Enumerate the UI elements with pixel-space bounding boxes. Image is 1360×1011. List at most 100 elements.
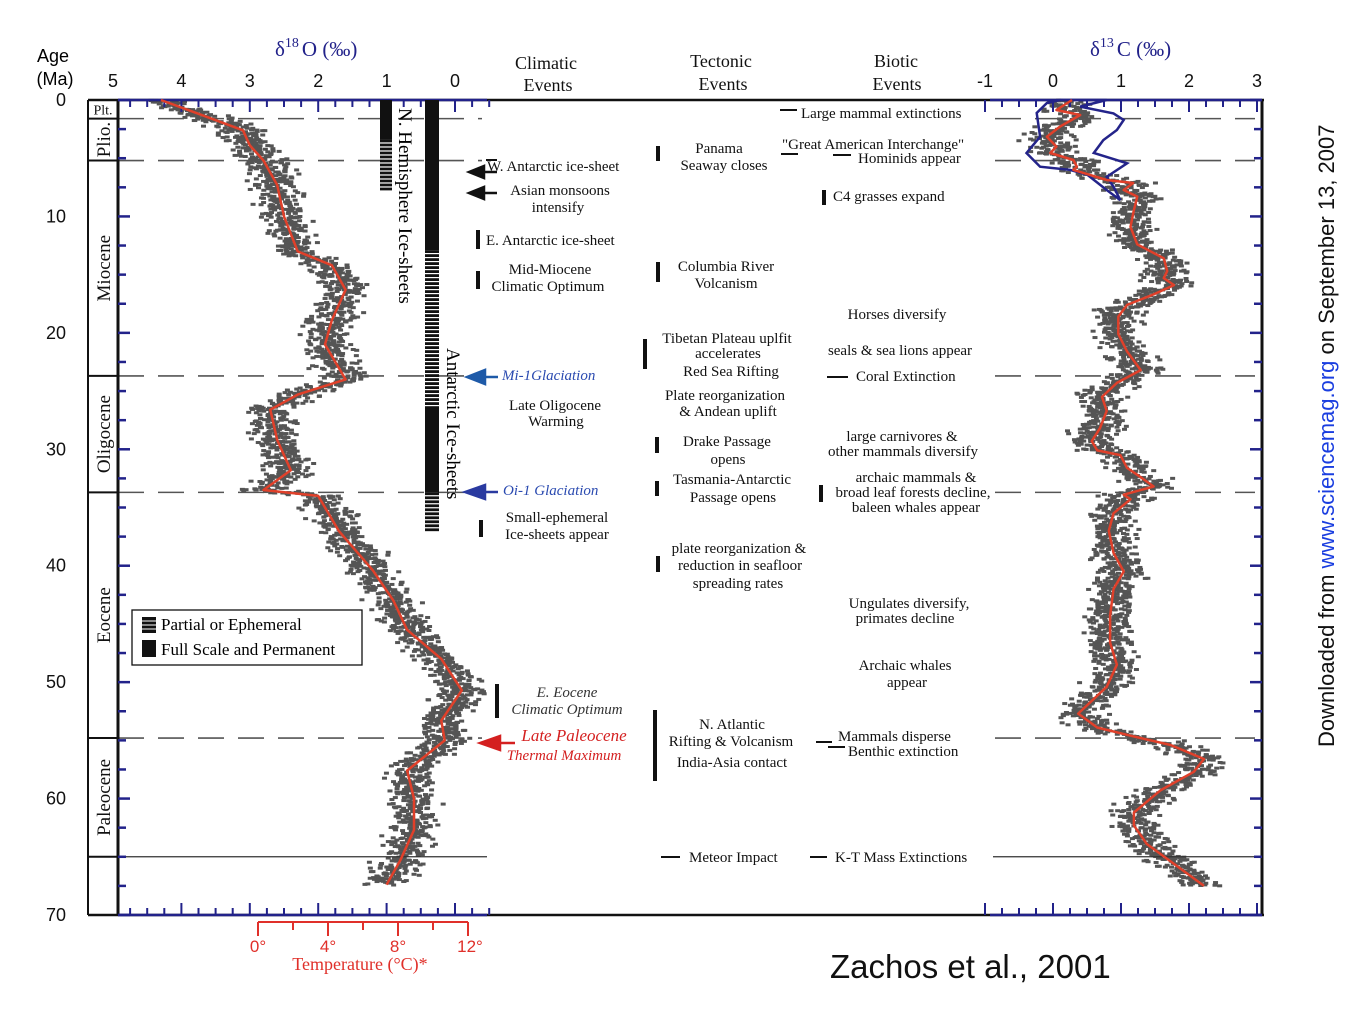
scatter-point xyxy=(362,882,368,886)
scatter-point xyxy=(345,296,351,300)
scatter-point xyxy=(267,184,273,188)
scatter-point xyxy=(347,570,353,574)
scatter-point xyxy=(1083,422,1089,426)
scatter-point xyxy=(335,547,341,551)
scatter-point xyxy=(348,302,354,306)
scatter-point xyxy=(331,508,337,512)
scatter-point xyxy=(343,276,349,280)
scatter-point xyxy=(1115,300,1121,304)
scatter-point xyxy=(355,543,361,547)
scatter-point xyxy=(1144,272,1150,276)
scatter-point xyxy=(423,746,429,750)
scatter-point xyxy=(375,875,381,879)
scatter-point xyxy=(264,174,270,178)
scatter-point xyxy=(1141,208,1147,212)
scatter-point xyxy=(1077,108,1083,112)
scatter-point xyxy=(1092,518,1098,522)
scatter-point xyxy=(424,735,430,739)
scatter-point xyxy=(1130,328,1136,332)
scatter-point xyxy=(1114,432,1120,436)
scatter-point xyxy=(1115,339,1121,343)
scatter-point xyxy=(283,444,289,448)
scatter-point xyxy=(1144,256,1150,260)
scatter-point xyxy=(1145,367,1151,371)
scatter-point xyxy=(1151,287,1157,291)
scatter-point xyxy=(428,642,434,646)
scatter-point xyxy=(361,566,367,570)
scatter-point xyxy=(277,396,283,400)
scatter-point xyxy=(398,759,404,763)
scatter-point xyxy=(393,626,399,630)
scatter-point xyxy=(401,796,407,800)
scatter-point xyxy=(284,480,290,484)
scatter-point xyxy=(331,332,337,336)
scatter-point xyxy=(264,181,270,185)
scatter-point xyxy=(1079,399,1085,403)
scatter-point xyxy=(1110,678,1116,682)
scatter-point xyxy=(1153,264,1159,268)
scatter-point xyxy=(1052,158,1058,162)
scatter-point xyxy=(1136,292,1142,296)
scatter-point xyxy=(356,526,362,530)
scatter-point xyxy=(1112,600,1118,604)
scatter-point xyxy=(230,148,236,152)
scatter-point xyxy=(456,713,462,717)
scatter-point xyxy=(1123,570,1129,574)
scatter-point xyxy=(394,594,400,598)
scatter-point xyxy=(321,276,327,280)
scatter-point xyxy=(340,302,346,306)
scatter-point xyxy=(273,425,279,429)
scatter-point xyxy=(1125,670,1131,674)
scatter-point xyxy=(1125,504,1131,508)
scatter-point xyxy=(1082,163,1088,167)
scatter-point xyxy=(279,416,285,420)
scatter-point xyxy=(344,533,350,537)
scatter-point xyxy=(291,452,297,456)
scatter-point xyxy=(270,149,276,153)
scatter-point xyxy=(1087,391,1093,395)
scatter-point xyxy=(1147,255,1153,259)
scatter-point xyxy=(339,354,345,358)
scatter-point xyxy=(1100,602,1106,606)
scatter-point xyxy=(1108,447,1114,451)
scatter-point xyxy=(1125,228,1131,232)
scatter-point xyxy=(1123,596,1129,600)
scatter-point xyxy=(389,859,395,863)
scatter-point xyxy=(396,619,402,623)
scatter-point xyxy=(385,856,391,860)
scatter-point xyxy=(235,140,241,144)
scatter-point xyxy=(433,718,439,722)
scatter-point xyxy=(295,191,301,195)
scatter-point xyxy=(1107,545,1113,549)
scatter-point xyxy=(449,695,455,699)
scatter-point xyxy=(1126,605,1132,609)
scatter-point xyxy=(288,215,294,219)
scatter-point xyxy=(1114,501,1120,505)
scatter-point xyxy=(1062,145,1068,149)
scatter-point xyxy=(1088,431,1094,435)
scatter-point xyxy=(306,263,312,267)
scatter-point xyxy=(1126,571,1132,575)
scatter-point xyxy=(1045,140,1051,144)
scatter-point xyxy=(267,163,273,167)
scatter-point xyxy=(396,871,402,875)
scatter-point xyxy=(1139,320,1145,324)
scatter-point xyxy=(339,358,345,362)
scatter-point xyxy=(442,692,448,696)
scatter-point xyxy=(1051,132,1057,136)
scatter-point xyxy=(1101,492,1107,496)
scatter-point xyxy=(1094,578,1100,582)
scatter-point xyxy=(1107,389,1113,393)
scatter-point xyxy=(325,302,331,306)
scatter-point xyxy=(410,841,416,845)
scatter-point xyxy=(350,535,356,539)
scatter-point xyxy=(269,211,275,215)
scatter-point xyxy=(378,863,384,867)
scatter-point xyxy=(1113,321,1119,325)
scatter-point xyxy=(1071,122,1077,126)
scatter-point xyxy=(1131,223,1137,227)
scatter-point xyxy=(338,328,344,332)
scatter-point xyxy=(396,845,402,849)
scatter-point xyxy=(1086,167,1092,171)
scatter-point xyxy=(1124,457,1130,461)
